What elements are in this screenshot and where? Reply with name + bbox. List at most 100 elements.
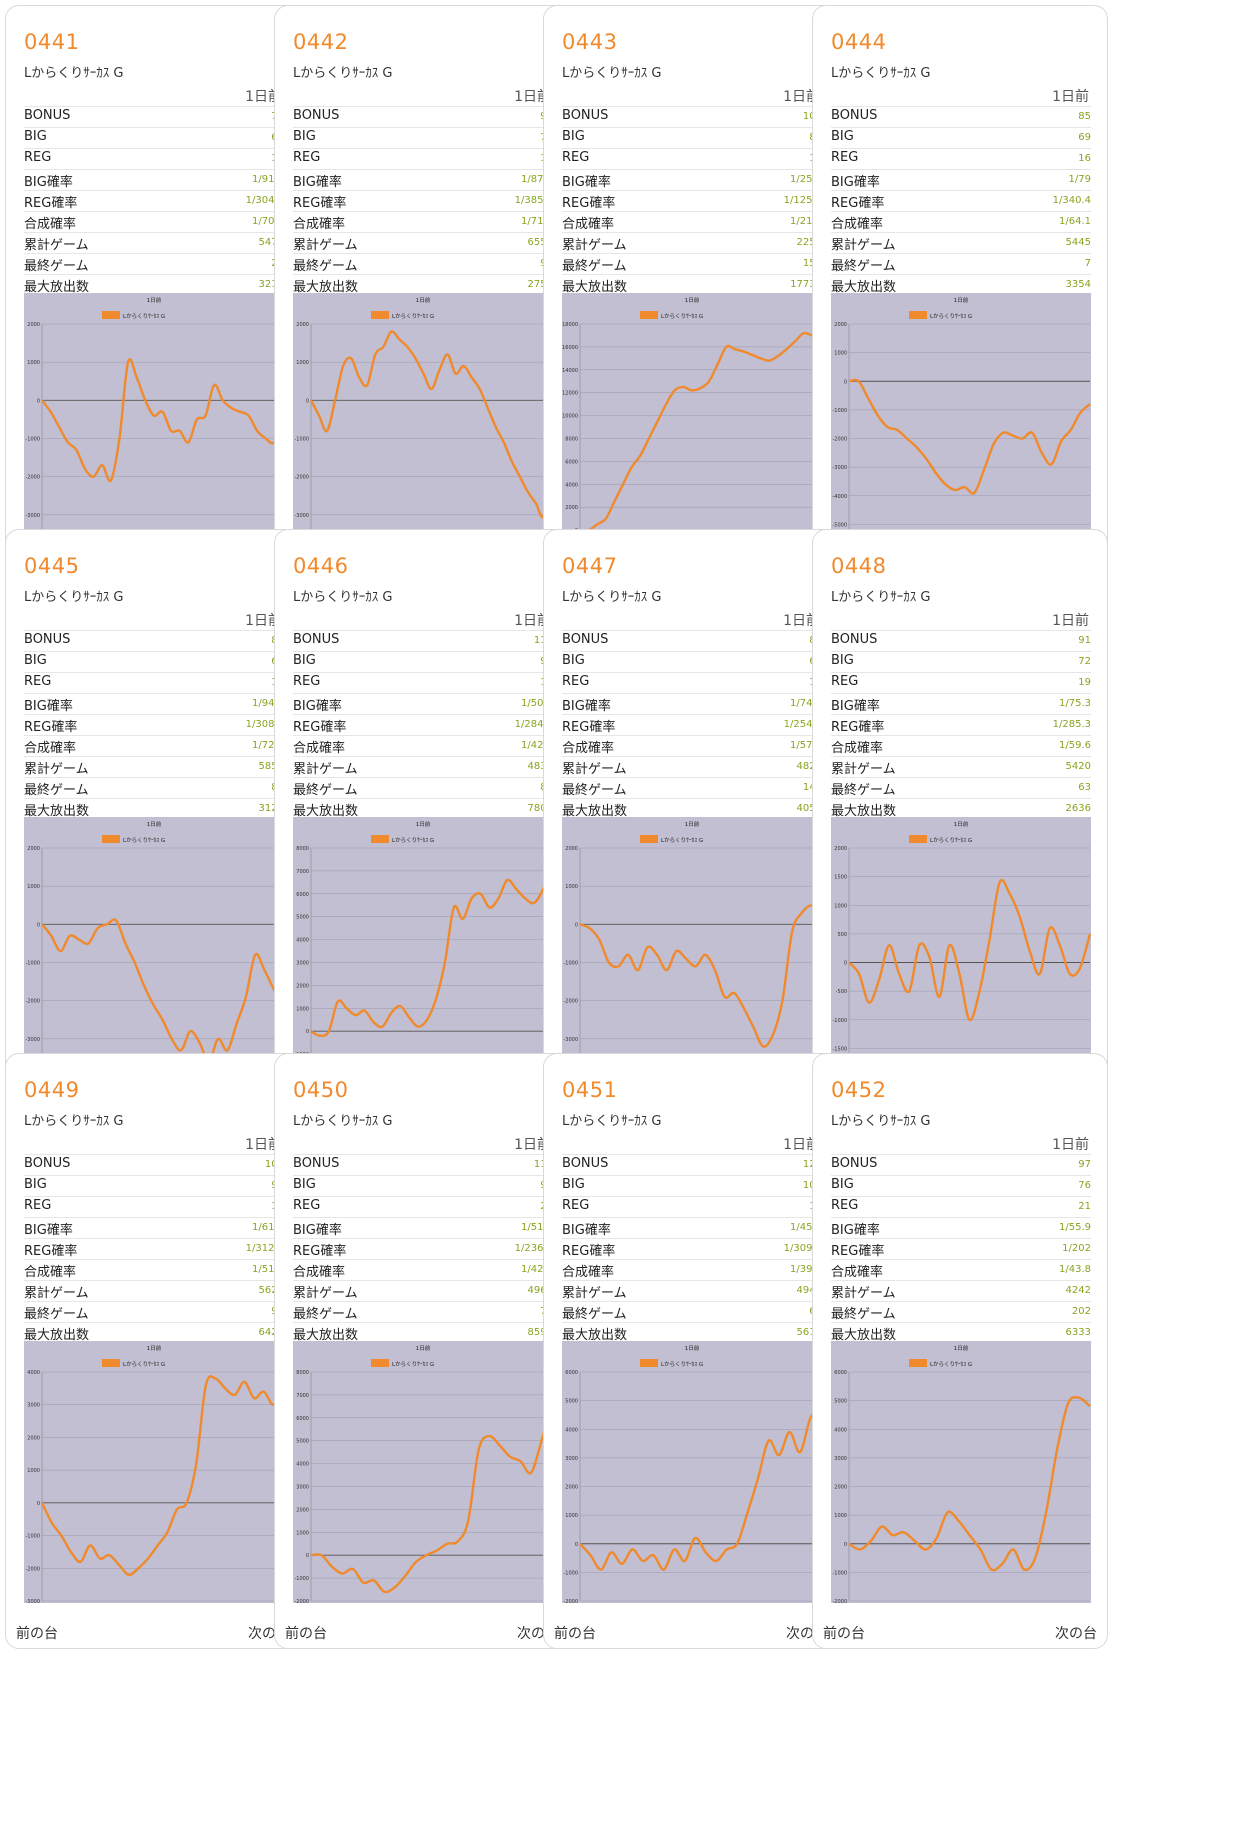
stat-value: 2256 [796, 237, 822, 248]
y-tick-label: 0 [575, 922, 578, 928]
y-tick-label: -3000 [832, 465, 847, 471]
data-series-line [579, 904, 822, 1048]
stat-label: 合成確率 [24, 1265, 77, 1280]
y-tick-label: -1000 [25, 1534, 40, 1540]
stat-label: 累計ゲーム [562, 238, 627, 253]
stat-value: 3129 [258, 803, 284, 814]
machine-number[interactable]: 0442 [293, 30, 349, 54]
stats-table: BONUS125BIG109REG16 BIG確率 1/45.4 REG確率 1/309… [562, 1154, 822, 1344]
stat-label: REG [293, 1198, 321, 1213]
machine-number[interactable]: 0441 [24, 30, 80, 54]
machine-number[interactable]: 0452 [831, 1078, 887, 1102]
stat-value: 1/72.4 [252, 740, 284, 751]
stat-label: 合成確率 [24, 741, 77, 756]
y-tick-label: 2000 [296, 1507, 309, 1513]
stat-value: 69 [1078, 132, 1091, 143]
machine-number[interactable]: 0445 [24, 554, 80, 578]
stats-table: BONUS84BIG65REG19 BIG確率 1/74.3 REG確率 1/254.2… [562, 630, 822, 820]
stat-label: 累計ゲーム [24, 762, 89, 777]
stats-table: BONUS 91 BIG 72 REG 19 BIG確率 1/75.3 REG確率 1/285.3… [831, 630, 1091, 820]
stats-row: BIG109 [562, 1175, 822, 1196]
stat-label: BIG [293, 129, 316, 144]
stat-value: 8590 [527, 1327, 553, 1338]
data-series-line [309, 330, 553, 519]
stats-row: 累計ゲーム 4828 [562, 756, 822, 777]
stat-value: 1/74.3 [790, 698, 822, 709]
stats-row: 最終ゲーム 63 [831, 777, 1091, 798]
stat-label: 最大放出数 [562, 1328, 628, 1343]
machine-number[interactable]: 0449 [24, 1078, 80, 1102]
stats-row: BIG確率 1/51.3 [293, 1217, 553, 1238]
y-tick-label: 1000 [27, 360, 40, 366]
stats-row: REG確率 1/236.6 [293, 1238, 553, 1259]
stat-value: 1/309.2 [783, 1243, 822, 1254]
y-tick-label: -1500 [832, 1046, 847, 1052]
stat-label: REG [24, 674, 52, 689]
machine-number[interactable]: 0444 [831, 30, 887, 54]
stats-row: BONUS125 [562, 1154, 822, 1175]
prev-machine-link[interactable]: 前の台 [285, 1626, 327, 1642]
y-tick-label: -3000 [25, 1599, 40, 1603]
stat-label: BONUS [293, 108, 340, 123]
machine-number[interactable]: 0447 [562, 554, 618, 578]
y-tick-label: 5000 [296, 915, 309, 921]
stat-value: 4946 [796, 1285, 822, 1296]
next-machine-link[interactable]: 次の台 [1055, 1626, 1097, 1642]
machine-card[interactable]: 0448 Lからくりｻｰｶｽ G 1日前 BONUS 91 BIG 72 REG 19 BIG確率… [812, 529, 1108, 1125]
machine-number[interactable]: 0451 [562, 1078, 618, 1102]
stat-label: REG [24, 1198, 52, 1213]
machine-card[interactable]: 0444 Lからくりｻｰｶｽ G 1日前 BONUS 85 BIG 69 REG 16 BIG確率… [812, 5, 1108, 601]
machine-number[interactable]: 0443 [562, 30, 618, 54]
stats-row: REG確率 1/340.4 [831, 190, 1091, 211]
stats-row: 合成確率 1/71.3 [293, 211, 553, 232]
machine-number[interactable]: 0448 [831, 554, 887, 578]
stats-row: REG確率 1/284.3 [293, 714, 553, 735]
stat-value: 1/59.6 [1059, 740, 1091, 751]
machine-number[interactable]: 0450 [293, 1078, 349, 1102]
stat-value: 72 [1078, 656, 1091, 667]
machine-number[interactable]: 0446 [293, 554, 349, 578]
y-tick-label: 1000 [834, 1513, 847, 1519]
prev-machine-link[interactable]: 前の台 [823, 1626, 865, 1642]
stat-label: BONUS [562, 632, 609, 647]
stat-value: 17737 [790, 279, 822, 290]
y-tick-label: 6000 [296, 892, 309, 898]
model-name: Lからくりｻｰｶｽ G [293, 66, 393, 81]
y-tick-label: -5000 [832, 522, 847, 528]
stat-label: 最大放出数 [293, 1328, 359, 1343]
stat-label: 合成確率 [293, 1265, 346, 1280]
stat-value: 2636 [1065, 803, 1091, 814]
stat-label: BONUS [24, 1156, 71, 1171]
y-tick-label: 500 [837, 932, 847, 938]
stats-row: REG確率 1/202 [831, 1238, 1091, 1259]
data-series-line [579, 331, 822, 532]
prev-machine-link[interactable]: 前の台 [554, 1626, 596, 1642]
stats-row: BIG確率 1/91.3 [24, 169, 284, 190]
y-tick-label: 1000 [27, 884, 40, 890]
legend-swatch [102, 311, 120, 319]
stat-label: 累計ゲーム [24, 238, 89, 253]
y-tick-label: 2000 [834, 322, 847, 328]
machine-card[interactable]: 0452 Lからくりｻｰｶｽ G 1日前 BONUS 97 BIG 76 REG 21 BIG確率… [812, 1053, 1108, 1649]
prev-machine-link[interactable]: 前の台 [16, 1626, 58, 1642]
stat-value: 7800 [527, 803, 553, 814]
legend-label: Lからくりｻｰｶｽ G [661, 837, 703, 844]
stat-label: BIG [562, 653, 585, 668]
stat-label: REG確率 [562, 196, 616, 211]
legend-label: Lからくりｻｰｶｽ G [661, 1361, 703, 1368]
y-tick-label: 2000 [565, 505, 578, 511]
legend-label: Lからくりｻｰｶｽ G [123, 1361, 165, 1368]
stat-label: 最終ゲーム [562, 259, 627, 274]
stat-label: BONUS [562, 1156, 609, 1171]
